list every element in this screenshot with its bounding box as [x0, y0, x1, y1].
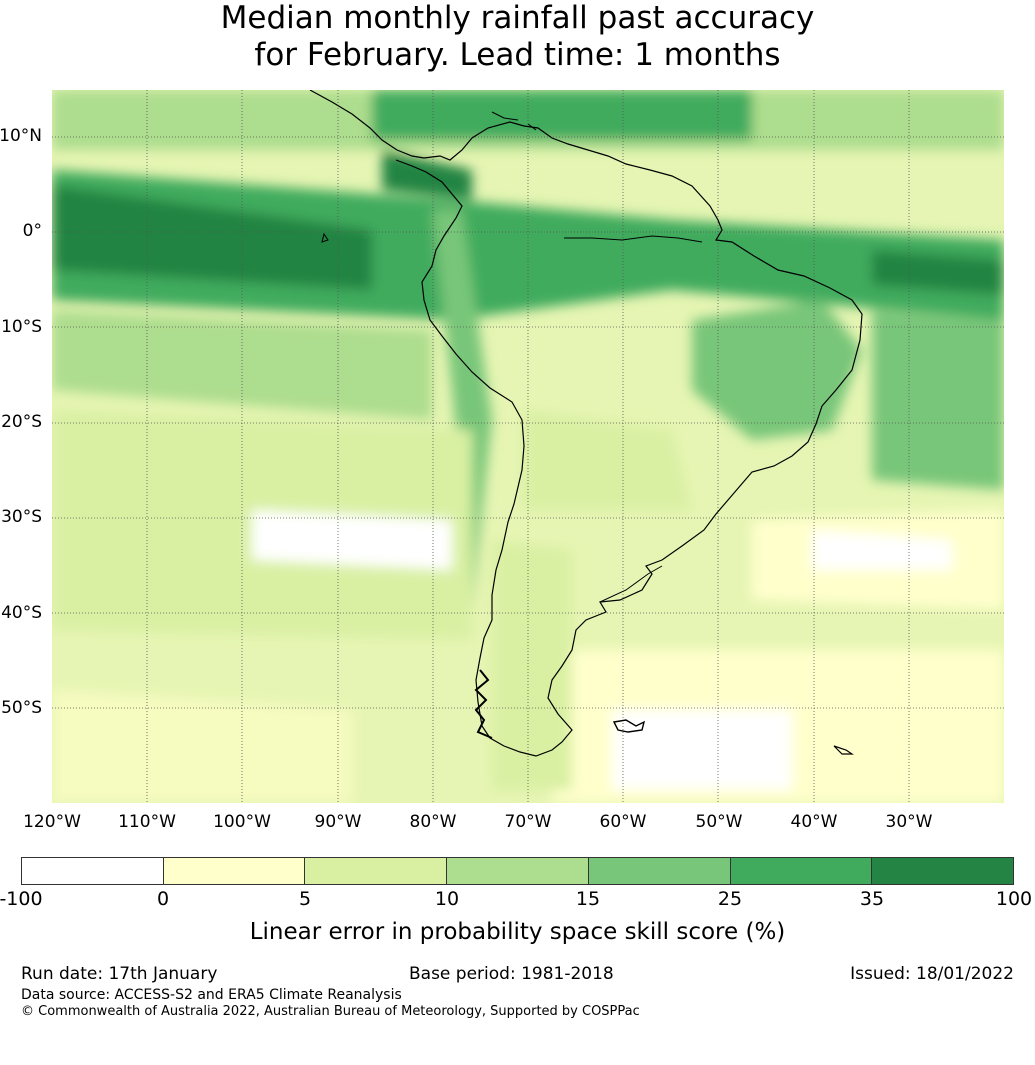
lat-label-10n: 10°N	[0, 126, 42, 146]
lat-label-30s: 30°S	[1, 507, 42, 527]
colorbar-segment	[447, 858, 589, 884]
lat-label-50s: 50°S	[1, 698, 42, 718]
galapagos-islands	[321, 232, 329, 243]
lon-label-70w: 70°W	[504, 812, 552, 832]
skill-score-map	[52, 90, 1004, 803]
lat-label-10s: 10°S	[1, 317, 42, 337]
lon-label-40w: 40°W	[790, 812, 838, 832]
graticule	[52, 90, 1004, 803]
colorbar-tick: 15	[575, 888, 601, 910]
lat-label-40s: 40°S	[1, 603, 42, 623]
map-canvas	[52, 90, 1004, 803]
lon-label-60w: 60°W	[599, 812, 647, 832]
lat-label-0: 0°	[22, 221, 42, 241]
colorbar	[21, 857, 1014, 885]
colorbar-segment	[305, 858, 448, 884]
lon-label-120w: 120°W	[23, 812, 81, 832]
lon-label-110w: 110°W	[118, 812, 176, 832]
amazon-river	[564, 235, 703, 243]
caribbean-islands	[491, 111, 537, 131]
chart-title: Median monthly rainfall past accuracy fo…	[0, 0, 1035, 74]
colorbar-tick: 10	[434, 888, 460, 910]
lon-label-90w: 90°W	[314, 812, 362, 832]
base-period: Base period: 1981-2018	[409, 964, 614, 984]
falkland-islands	[612, 719, 646, 733]
colorbar-segment	[872, 858, 1014, 884]
lon-label-80w: 80°W	[409, 812, 457, 832]
colorbar-tick: -100	[0, 888, 43, 910]
colorbar-segment	[730, 858, 873, 884]
chilean-archipelago	[474, 669, 493, 739]
title-line-1: Median monthly rainfall past accuracy	[220, 0, 815, 36]
colorbar-tick: 5	[298, 888, 312, 910]
lon-label-30w: 30°W	[885, 812, 933, 832]
colorbar-tick: 0	[156, 888, 170, 910]
lon-label-100w: 100°W	[213, 812, 271, 832]
lat-label-20s: 20°S	[1, 412, 42, 432]
data-source: Data source: ACCESS-S2 and ERA5 Climate …	[21, 987, 402, 1003]
colorbar-tick: 35	[859, 888, 885, 910]
colorbar-segment	[588, 858, 731, 884]
run-date: Run date: 17th January	[21, 964, 218, 984]
south-georgia	[833, 745, 854, 755]
lon-label-50w: 50°W	[695, 812, 743, 832]
copyright: © Commonwealth of Australia 2022, Austra…	[21, 1004, 640, 1019]
colorbar-tick: 100	[995, 888, 1033, 910]
colorbar-segment	[22, 858, 164, 884]
issued-date: Issued: 18/01/2022	[850, 964, 1014, 984]
south-america-coastline	[309, 90, 863, 757]
skill-bands	[52, 90, 1004, 803]
colorbar-tick: 25	[717, 888, 743, 910]
rio-de-la-plata	[599, 565, 663, 603]
title-line-2: for February. Lead time: 1 months	[254, 37, 781, 73]
colorbar-label: Linear error in probability space skill …	[249, 919, 786, 945]
colorbar-segment	[163, 858, 306, 884]
